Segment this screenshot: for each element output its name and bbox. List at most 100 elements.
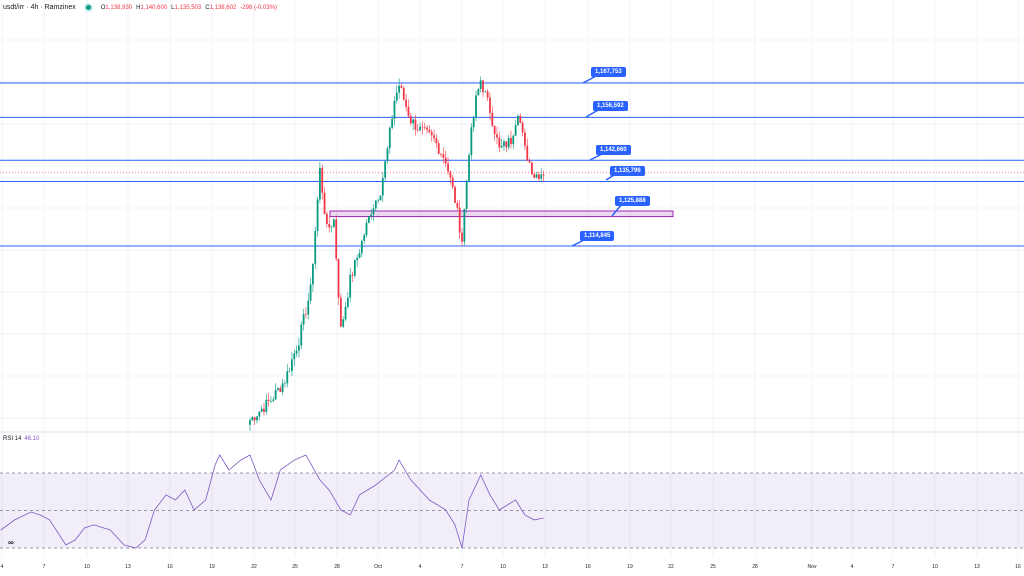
candle[interactable] bbox=[472, 117, 475, 128]
candle[interactable] bbox=[531, 162, 533, 175]
candle[interactable] bbox=[274, 389, 277, 400]
candle[interactable] bbox=[358, 253, 361, 258]
candle[interactable] bbox=[428, 129, 431, 133]
candle[interactable] bbox=[256, 416, 258, 421]
candle[interactable] bbox=[416, 129, 419, 131]
candle[interactable] bbox=[258, 411, 261, 417]
candle[interactable] bbox=[475, 95, 477, 118]
level-label[interactable]: 1,156,592 bbox=[593, 101, 628, 111]
candle[interactable] bbox=[319, 167, 321, 200]
candle[interactable] bbox=[249, 420, 251, 425]
candle[interactable] bbox=[321, 167, 324, 193]
candle[interactable] bbox=[286, 371, 289, 384]
candle[interactable] bbox=[370, 214, 373, 217]
candle[interactable] bbox=[482, 80, 484, 93]
candle[interactable] bbox=[270, 401, 272, 402]
candle[interactable] bbox=[505, 141, 508, 148]
candle[interactable] bbox=[442, 154, 445, 158]
candle[interactable] bbox=[402, 87, 405, 100]
candle[interactable] bbox=[461, 232, 463, 242]
candle[interactable] bbox=[435, 138, 438, 144]
candle[interactable] bbox=[281, 383, 284, 392]
level-label[interactable]: 1,135,796 bbox=[610, 166, 645, 176]
candle[interactable] bbox=[253, 417, 256, 421]
candle[interactable] bbox=[447, 163, 449, 172]
candle[interactable] bbox=[454, 187, 456, 203]
candle[interactable] bbox=[323, 192, 326, 215]
candle[interactable] bbox=[449, 171, 452, 178]
candle[interactable] bbox=[521, 122, 524, 133]
candle[interactable] bbox=[384, 161, 387, 178]
candle[interactable] bbox=[491, 112, 494, 126]
candle[interactable] bbox=[458, 207, 461, 233]
candle[interactable] bbox=[542, 174, 545, 176]
candle[interactable] bbox=[430, 132, 433, 136]
candle[interactable] bbox=[360, 240, 363, 254]
candle[interactable] bbox=[398, 85, 401, 93]
candle[interactable] bbox=[251, 417, 254, 421]
tradingview-logo-icon[interactable]: ∞ bbox=[8, 538, 14, 547]
candle[interactable] bbox=[528, 160, 531, 163]
candle[interactable] bbox=[414, 119, 417, 130]
candle[interactable] bbox=[465, 180, 468, 209]
candle[interactable] bbox=[307, 300, 310, 315]
candle[interactable] bbox=[426, 127, 428, 130]
candle[interactable] bbox=[519, 115, 522, 123]
level-label[interactable]: 1,142,660 bbox=[596, 145, 631, 155]
candle[interactable] bbox=[314, 230, 317, 264]
candle[interactable] bbox=[395, 92, 398, 101]
candle[interactable] bbox=[388, 127, 391, 149]
candle[interactable] bbox=[386, 148, 389, 162]
candle[interactable] bbox=[263, 408, 265, 412]
candle[interactable] bbox=[517, 115, 519, 126]
level-label[interactable]: 1,114,845 bbox=[580, 231, 615, 241]
candle[interactable] bbox=[486, 91, 489, 98]
candle[interactable] bbox=[335, 219, 338, 259]
candle[interactable] bbox=[328, 224, 331, 228]
candle[interactable] bbox=[277, 388, 279, 390]
candle[interactable] bbox=[265, 399, 268, 412]
candle[interactable] bbox=[367, 216, 370, 223]
candle[interactable] bbox=[400, 85, 403, 88]
candle[interactable] bbox=[279, 388, 282, 392]
candle[interactable] bbox=[503, 141, 505, 147]
candle[interactable] bbox=[379, 195, 382, 201]
zone-label[interactable]: 1,125,888 bbox=[615, 196, 650, 206]
candle[interactable] bbox=[316, 199, 319, 231]
candle[interactable] bbox=[391, 118, 394, 128]
candle[interactable] bbox=[451, 177, 454, 188]
candle[interactable] bbox=[374, 200, 377, 209]
candle[interactable] bbox=[444, 157, 447, 164]
candle[interactable] bbox=[514, 125, 517, 136]
candle[interactable] bbox=[510, 137, 512, 145]
candle[interactable] bbox=[346, 297, 349, 307]
candle[interactable] bbox=[353, 260, 356, 276]
candle[interactable] bbox=[377, 200, 380, 201]
candle[interactable] bbox=[524, 132, 526, 146]
candle[interactable] bbox=[407, 106, 410, 116]
candle[interactable] bbox=[412, 119, 414, 124]
candle[interactable] bbox=[419, 126, 421, 131]
candle[interactable] bbox=[305, 314, 307, 315]
candle[interactable] bbox=[526, 145, 529, 161]
candle[interactable] bbox=[291, 359, 293, 371]
candle[interactable] bbox=[339, 297, 342, 327]
candle[interactable] bbox=[484, 91, 487, 93]
candle[interactable] bbox=[437, 143, 440, 154]
candle[interactable] bbox=[332, 219, 335, 227]
candle[interactable] bbox=[500, 146, 503, 148]
candle[interactable] bbox=[463, 208, 466, 242]
candle[interactable] bbox=[284, 383, 286, 384]
candle[interactable] bbox=[512, 135, 515, 145]
level-label[interactable]: 1,167,753 bbox=[591, 67, 626, 77]
candle[interactable] bbox=[365, 222, 368, 236]
candle[interactable] bbox=[293, 353, 296, 360]
candle[interactable] bbox=[302, 314, 305, 325]
candle[interactable] bbox=[456, 202, 459, 208]
candle[interactable] bbox=[342, 319, 345, 327]
candle[interactable] bbox=[409, 115, 412, 124]
candle[interactable] bbox=[372, 208, 375, 215]
candle[interactable] bbox=[433, 135, 435, 139]
candle[interactable] bbox=[272, 399, 275, 402]
